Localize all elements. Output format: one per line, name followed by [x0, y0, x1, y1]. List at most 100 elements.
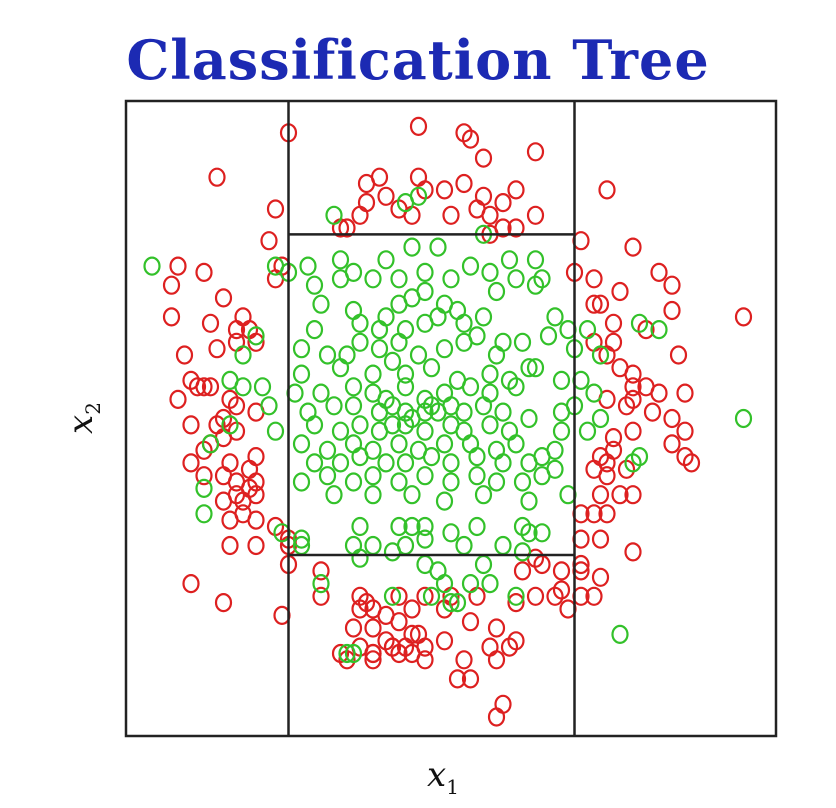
- green-point: [331, 421, 350, 441]
- red-point: [188, 377, 207, 397]
- red-point: [624, 377, 642, 397]
- green-point: [351, 516, 369, 537]
- green-point: [442, 269, 460, 289]
- red-point: [201, 313, 220, 333]
- red-point: [481, 205, 499, 225]
- split-lines-layer: [287, 101, 576, 736]
- green-point: [494, 535, 512, 556]
- green-point: [494, 453, 512, 473]
- red-point: [734, 307, 753, 327]
- green-point: [494, 332, 512, 352]
- green-point: [578, 421, 597, 441]
- red-point: [676, 383, 694, 403]
- y-axis-label-subscript: 2: [81, 402, 105, 415]
- green-point: [143, 256, 161, 276]
- green-point: [422, 447, 441, 467]
- green-point: [338, 643, 356, 664]
- green-point: [494, 402, 512, 422]
- red-point: [175, 345, 194, 365]
- green-point: [500, 250, 519, 270]
- red-point: [513, 561, 532, 581]
- green-point: [474, 307, 493, 327]
- red-point: [526, 205, 545, 225]
- red-point: [507, 218, 525, 238]
- green-point: [487, 281, 506, 302]
- green-point: [403, 485, 421, 505]
- green-point: [370, 320, 389, 340]
- red-point: [585, 294, 603, 314]
- green-point: [364, 364, 382, 384]
- green-point: [364, 269, 382, 289]
- green-point: [461, 377, 480, 397]
- red-point: [266, 199, 285, 219]
- green-point: [455, 421, 473, 441]
- green-point: [448, 592, 467, 613]
- red-point: [403, 599, 421, 619]
- green-point: [377, 453, 395, 473]
- red-point: [585, 586, 603, 606]
- red-point: [624, 542, 642, 562]
- red-point: [624, 389, 642, 409]
- red-point: [663, 300, 681, 321]
- red-point: [344, 618, 363, 638]
- green-point: [474, 554, 493, 575]
- red-point: [364, 650, 382, 670]
- green-point: [390, 434, 408, 454]
- red-point: [182, 573, 200, 594]
- green-point: [422, 358, 441, 378]
- plot-frame: [124, 99, 778, 738]
- green-point: [390, 332, 408, 352]
- green-point: [461, 256, 480, 276]
- green-point: [448, 300, 467, 321]
- red-point: [585, 269, 603, 289]
- red-point: [331, 643, 350, 664]
- green-point: [377, 307, 395, 327]
- green-point: [533, 466, 551, 486]
- red-point: [598, 504, 616, 524]
- green-point: [468, 447, 486, 467]
- red-point: [487, 650, 506, 670]
- red-point: [455, 173, 473, 194]
- green-point: [416, 516, 434, 537]
- green-point: [435, 383, 454, 403]
- red-point: [195, 262, 213, 282]
- green-point: [585, 383, 603, 403]
- red-point: [500, 637, 519, 657]
- green-point: [429, 307, 447, 327]
- green-point: [442, 472, 460, 492]
- green-point: [312, 383, 330, 403]
- red-point: [598, 180, 616, 200]
- green-point: [305, 275, 324, 295]
- green-point: [442, 453, 460, 473]
- green-point: [305, 453, 324, 473]
- green-point: [533, 523, 551, 543]
- green-point: [351, 548, 369, 568]
- red-point: [435, 180, 454, 200]
- green-point: [591, 345, 610, 365]
- green-point: [351, 415, 369, 435]
- green-point: [520, 408, 538, 429]
- green-point: [422, 586, 441, 606]
- green-point: [474, 485, 493, 505]
- green-point: [195, 478, 213, 498]
- green-point: [364, 466, 382, 486]
- green-point: [312, 294, 330, 314]
- green-point: [390, 516, 408, 537]
- red-point: [598, 345, 616, 365]
- green-point: [305, 320, 324, 340]
- green-point: [344, 472, 363, 492]
- green-point: [513, 332, 532, 352]
- green-point: [292, 434, 311, 454]
- green-point: [344, 377, 363, 397]
- red-point: [390, 586, 408, 606]
- green-point: [292, 339, 311, 359]
- red-point: [611, 281, 629, 302]
- green-point: [435, 573, 454, 594]
- green-point: [383, 542, 402, 562]
- green-point: [416, 262, 434, 282]
- green-point: [481, 415, 499, 435]
- red-point: [247, 472, 265, 492]
- red-point: [247, 535, 265, 556]
- green-point: [481, 364, 499, 384]
- red-point: [604, 313, 623, 333]
